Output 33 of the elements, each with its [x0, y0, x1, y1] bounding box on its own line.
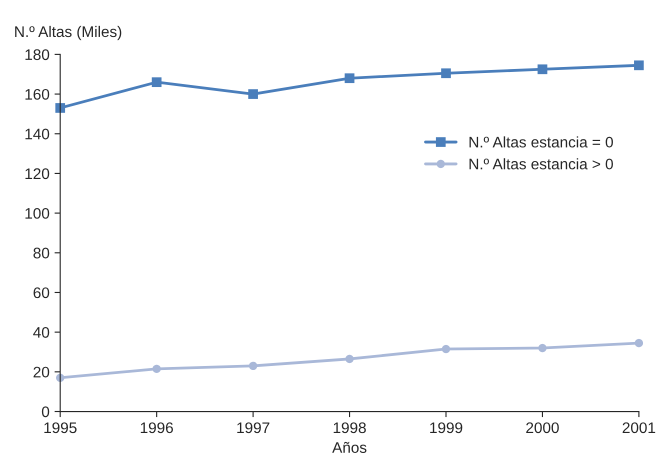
- point: [248, 362, 258, 370]
- point: [538, 64, 548, 74]
- x-tick-label: 1999: [430, 422, 462, 434]
- point: [442, 344, 450, 354]
- y-tick-label: 180: [25, 49, 50, 60]
- point: [344, 73, 354, 84]
- x-tick-label: 1997: [237, 422, 270, 434]
- legend-label: N.º Altas estancia = 0: [470, 136, 613, 148]
- point: [441, 68, 451, 78]
- x-axis-title: Años: [332, 442, 366, 453]
- point: [345, 354, 354, 364]
- x-tick-label: 1996: [140, 422, 173, 434]
- y-tick-label: 0: [42, 406, 50, 418]
- y-tick-label: 120: [25, 168, 50, 180]
- point: [248, 89, 258, 99]
- x-tick-label: 1995: [44, 422, 77, 434]
- x-tick-label: 2001: [622, 422, 656, 434]
- y-tick-label: 160: [25, 88, 50, 100]
- x-tick-label: 1998: [334, 422, 366, 434]
- y-tick-label: 100: [25, 208, 50, 219]
- y-tick-label: 60: [34, 287, 50, 298]
- y-tick-label: 140: [25, 128, 50, 140]
- point: [634, 60, 644, 70]
- x-tick-label: 2000: [526, 422, 559, 434]
- y-tick-label: 40: [33, 327, 50, 338]
- y-tick-label: 20: [34, 366, 50, 378]
- point: [538, 344, 547, 352]
- legend-label: N.º Altas estancia > 0: [470, 158, 613, 170]
- y-tick-label: 80: [33, 248, 50, 258]
- point: [634, 338, 644, 348]
- point: [152, 77, 162, 88]
- y-axis-title: N.º Altas (Miles): [15, 26, 122, 40]
- point: [152, 364, 161, 374]
